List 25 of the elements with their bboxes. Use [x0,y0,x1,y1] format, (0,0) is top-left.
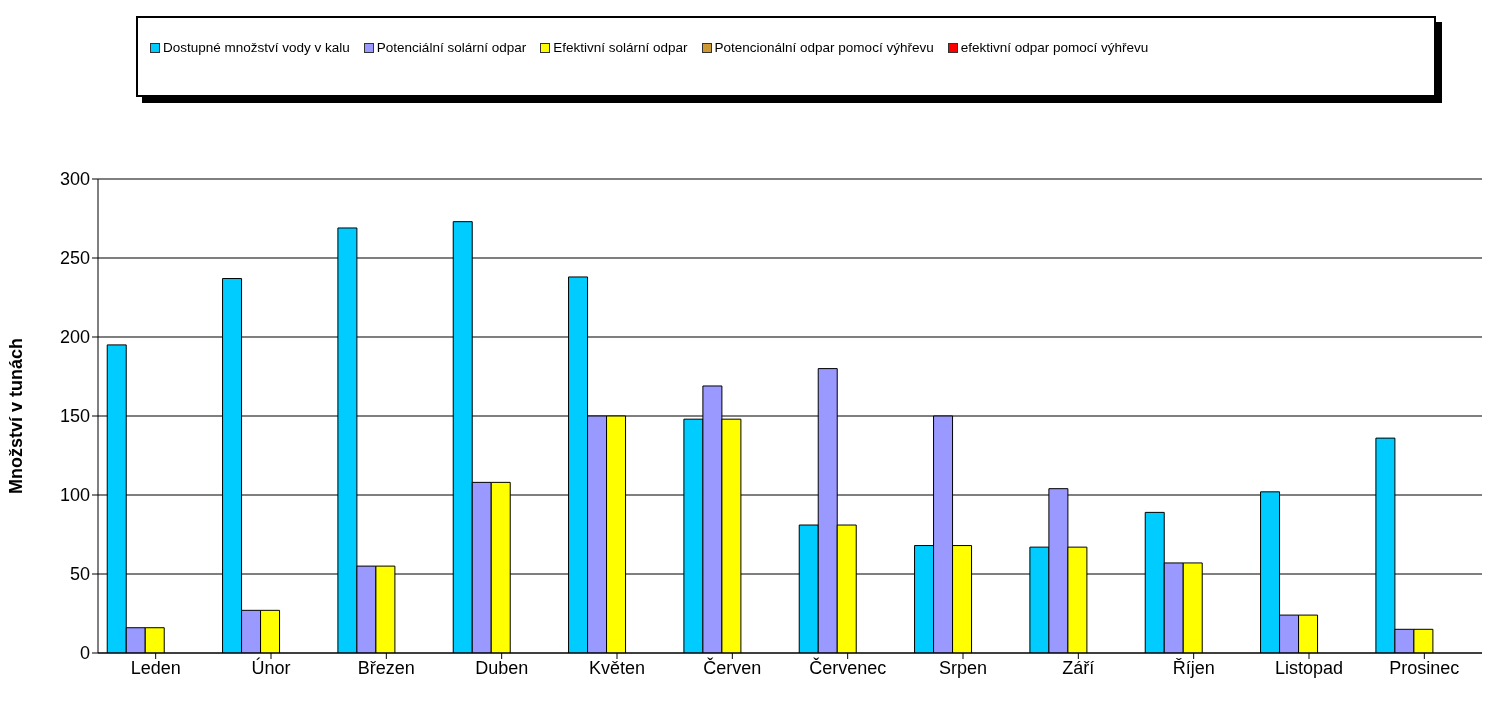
x-tick-label: Únor [251,656,291,678]
y-tick-label: 0 [79,643,90,664]
x-tick-label: Březen [357,657,415,678]
x-tick-label: Květen [588,657,646,678]
y-tick-label: 200 [59,327,90,348]
legend-label: Efektivní solární odpar [553,40,688,55]
x-tick-label: Listopad [1274,657,1344,678]
x-tick-label: Červenec [809,656,887,678]
legend-label: Potencionální odpar pomocí výhřevu [714,40,934,55]
x-tick-label: Září [1062,657,1095,678]
x-tick-label: Leden [130,657,181,678]
y-tick-label: 250 [59,248,90,269]
legend-label: Potenciální solární odpar [376,40,527,55]
x-tick-label: Prosinec [1389,657,1460,678]
y-tick-label: 150 [59,406,90,427]
x-tick-label: Duben [475,657,529,678]
y-axis-title: Množství v tunách [6,337,27,495]
x-tick-label: Červen [703,656,762,678]
x-tick-label: Srpen [938,657,988,678]
y-tick-label: 300 [59,169,90,190]
y-tick-label: 50 [69,564,90,585]
y-tick-label: 100 [59,485,90,506]
x-tick-label: Říjen [1172,657,1215,678]
legend-label: efektivní odpar pomocí výhřevu [960,40,1149,55]
legend-label: Dostupné množství vody v kalu [163,40,350,55]
